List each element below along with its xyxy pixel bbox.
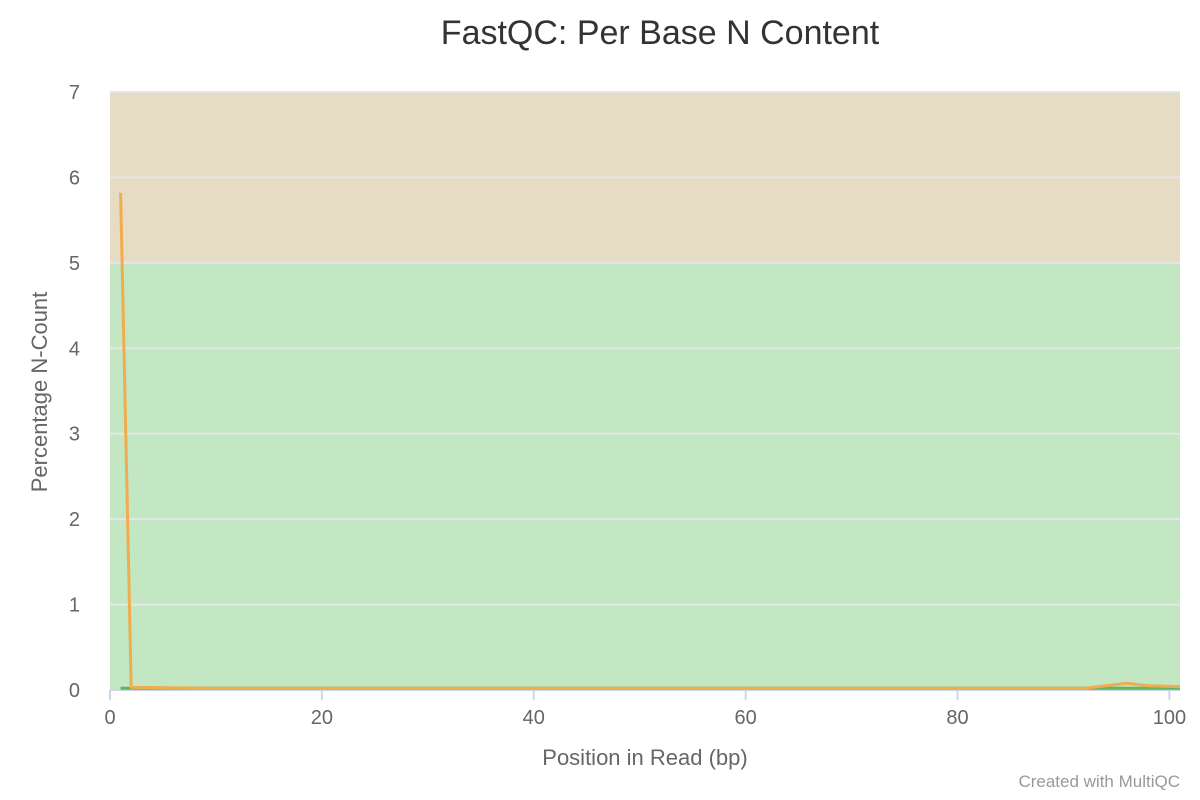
y-tick-label-1: 1	[69, 595, 80, 617]
x-tick-label-0: 0	[104, 707, 115, 729]
tick-labels: 0 1 2 3 4 5 6 7 0 20 40 60 80 100	[69, 82, 1186, 729]
plot-bands	[110, 92, 1180, 690]
y-tick-label-0: 0	[69, 680, 80, 702]
x-axis-label: Position in Read (bp)	[542, 745, 747, 770]
y-tick-label-4: 4	[69, 338, 80, 360]
y-tick-label-5: 5	[69, 253, 80, 275]
y-tick-label-6: 6	[69, 167, 80, 189]
y-tick-label-7: 7	[69, 82, 80, 104]
plot-band-0	[110, 262, 1180, 690]
chart-title: FastQC: Per Base N Content	[440, 14, 880, 52]
x-axis	[109, 689, 1180, 700]
y-tick-label-3: 3	[69, 424, 80, 446]
grid-lines	[110, 91, 1180, 606]
credit-text: Created with MultiQC	[1018, 772, 1180, 791]
x-tick-label-80: 80	[946, 707, 968, 729]
x-tick-label-40: 40	[523, 707, 545, 729]
x-tick-label-60: 60	[735, 707, 757, 729]
y-axis-label: Percentage N-Count	[27, 292, 52, 493]
x-tick-label-20: 20	[311, 707, 333, 729]
data-series	[119, 192, 1181, 690]
x-tick-label-100: 100	[1153, 707, 1186, 729]
y-tick-label-2: 2	[69, 509, 80, 531]
series-line-1	[119, 192, 1181, 690]
